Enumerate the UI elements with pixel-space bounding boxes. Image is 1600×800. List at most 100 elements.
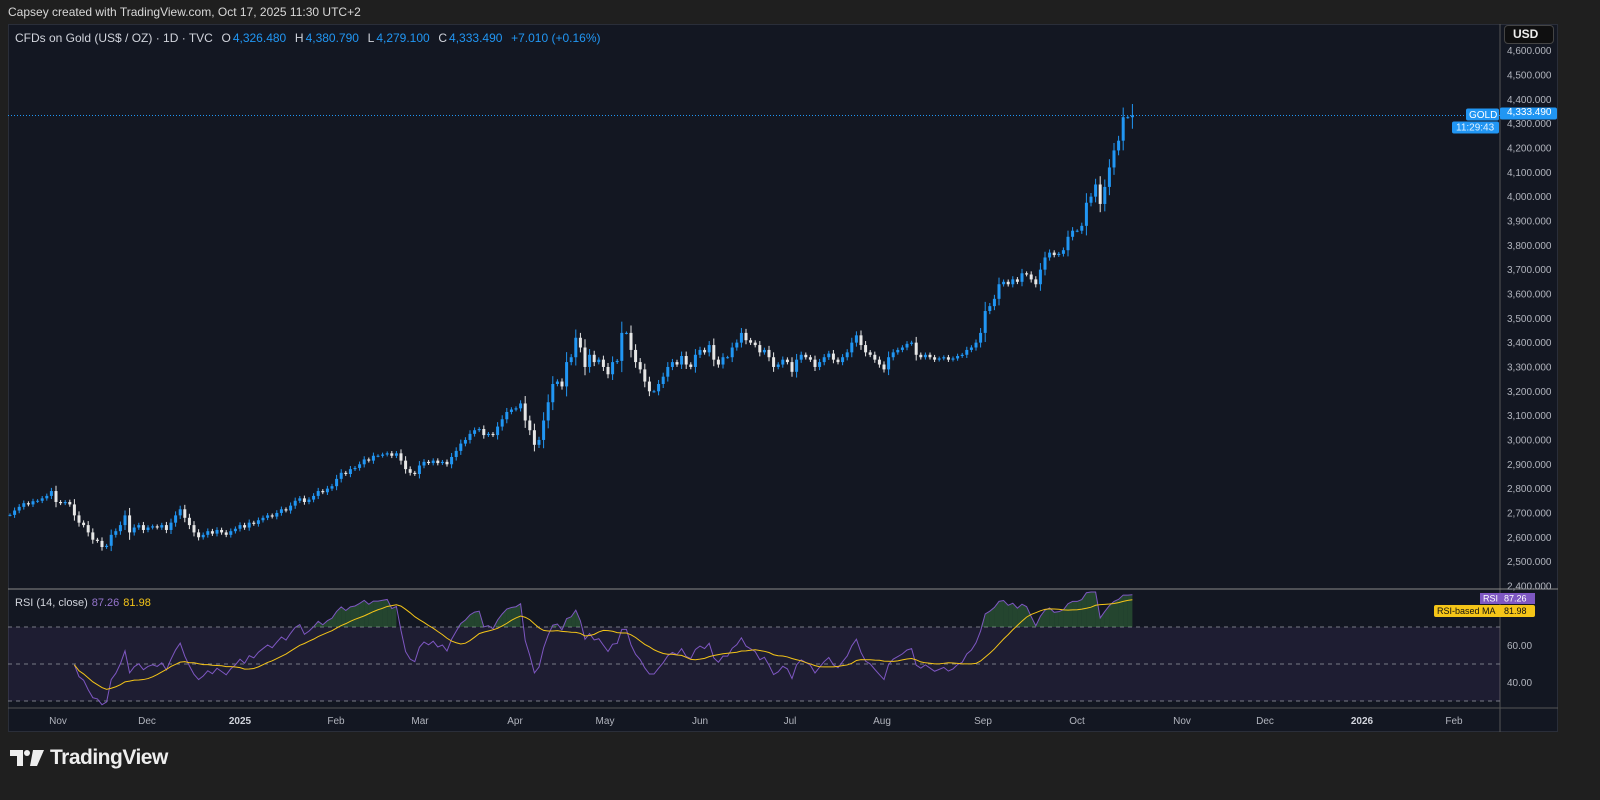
candle-body	[339, 472, 343, 479]
candle-body	[505, 411, 509, 420]
candle-body	[220, 529, 224, 533]
candle-body	[77, 515, 81, 523]
candle-body	[169, 522, 173, 530]
low-value: 4,279.100	[376, 31, 430, 45]
candle-body	[151, 526, 155, 528]
low-label: L	[367, 31, 375, 45]
candle-body	[247, 522, 251, 528]
candle-body	[49, 491, 53, 496]
rsi-overbought-fill	[1068, 601, 1073, 627]
candle-body	[123, 515, 127, 526]
rsi-overbought-fill	[1049, 607, 1055, 627]
rsi-value: 87.26	[91, 597, 120, 609]
price-tick-label: 2,500.000	[1507, 557, 1552, 568]
candle-body	[54, 491, 58, 502]
candle-body	[992, 298, 996, 307]
candle-body	[500, 419, 504, 427]
rsi-title[interactable]: RSI (14, close)	[15, 597, 88, 609]
candle-body	[900, 347, 904, 350]
candle-body	[229, 531, 233, 535]
rsi-overbought-fill	[350, 605, 355, 627]
candle-body	[394, 453, 398, 456]
candle-body	[675, 362, 679, 365]
currency-button[interactable]: USD	[1504, 25, 1554, 44]
candle-body	[859, 335, 863, 346]
price-tick-label: 3,700.000	[1507, 265, 1552, 276]
candle-body	[845, 352, 849, 358]
candle-body	[684, 356, 688, 365]
candle-body	[716, 359, 720, 365]
candle-body	[643, 369, 647, 382]
rsi-overbought-fill	[1114, 599, 1119, 627]
candle-body	[813, 359, 817, 367]
rsi-ma-tag-bg	[1434, 605, 1535, 617]
price-tick-label: 4,600.000	[1507, 46, 1552, 57]
rsi-overbought-fill	[355, 603, 360, 627]
candle-body	[1084, 202, 1088, 226]
candle-body	[1011, 279, 1015, 285]
rsi-overbought-fill	[516, 603, 521, 627]
candle-body	[831, 353, 835, 360]
candle-body	[82, 522, 86, 526]
price-tick-label: 3,600.000	[1507, 289, 1552, 300]
candle-body	[325, 488, 329, 493]
candle-body	[1066, 236, 1070, 251]
candle-body	[647, 381, 651, 392]
candle-body	[946, 357, 950, 360]
candle-body	[804, 354, 808, 358]
candle-body	[739, 332, 743, 343]
candle-body	[141, 525, 145, 530]
candle-body	[86, 525, 90, 533]
candle-body	[620, 332, 624, 361]
price-tick-label: 2,800.000	[1507, 484, 1552, 495]
candle-body	[201, 534, 205, 538]
candle-body	[615, 360, 619, 363]
candle-body	[1071, 230, 1075, 237]
price-tick-label: 4,200.000	[1507, 143, 1552, 154]
candle-body	[422, 461, 426, 466]
candle-body	[1057, 253, 1061, 256]
candle-body	[1038, 269, 1042, 285]
price-tick-label: 4,300.000	[1507, 119, 1552, 130]
candle-body	[445, 461, 449, 465]
candle-body	[1029, 274, 1033, 280]
candle-body	[1052, 252, 1056, 256]
candle-body	[312, 495, 316, 500]
candle-body	[744, 332, 748, 341]
candle-body	[730, 347, 734, 358]
high-label: H	[294, 31, 304, 45]
candle-body	[454, 450, 458, 457]
candle-body	[95, 539, 99, 541]
candle-body	[13, 510, 17, 515]
candle-body	[532, 430, 536, 445]
candle-body	[666, 366, 670, 377]
candle-body	[1130, 115, 1134, 118]
rsi-tick-label: 40.00	[1507, 678, 1532, 689]
close-label: C	[438, 31, 448, 45]
rsi-overbought-fill	[502, 609, 507, 627]
rsi-overbought-fill	[368, 601, 374, 627]
candle-body	[762, 349, 766, 353]
candle-body	[795, 359, 799, 372]
candle-body	[661, 376, 665, 384]
candle-body	[956, 356, 960, 359]
rsi-overbought-fill	[470, 612, 475, 627]
symbol-legend: CFDs on Gold (US$ / OZ) · 1D · TVC O 4,32…	[15, 31, 603, 45]
time-tick-label: Jul	[784, 716, 797, 727]
time-tick-label: Apr	[507, 716, 523, 727]
candle-body	[31, 501, 35, 505]
rsi-overbought-fill	[1054, 611, 1059, 627]
rsi-overbought-fill	[1118, 595, 1124, 627]
price-tick-label: 3,800.000	[1507, 241, 1552, 252]
price-tick-label: 4,100.000	[1507, 168, 1552, 179]
candle-body	[592, 354, 596, 363]
candle-body	[335, 478, 339, 487]
candle-body	[459, 443, 463, 451]
candle-body	[689, 364, 693, 367]
candle-body	[100, 540, 104, 548]
candle-body	[560, 381, 564, 387]
symbol-title[interactable]: CFDs on Gold (US$ / OZ) · 1D · TVC	[15, 31, 213, 45]
candle-body	[887, 357, 891, 370]
rsi-overbought-fill	[566, 616, 572, 627]
